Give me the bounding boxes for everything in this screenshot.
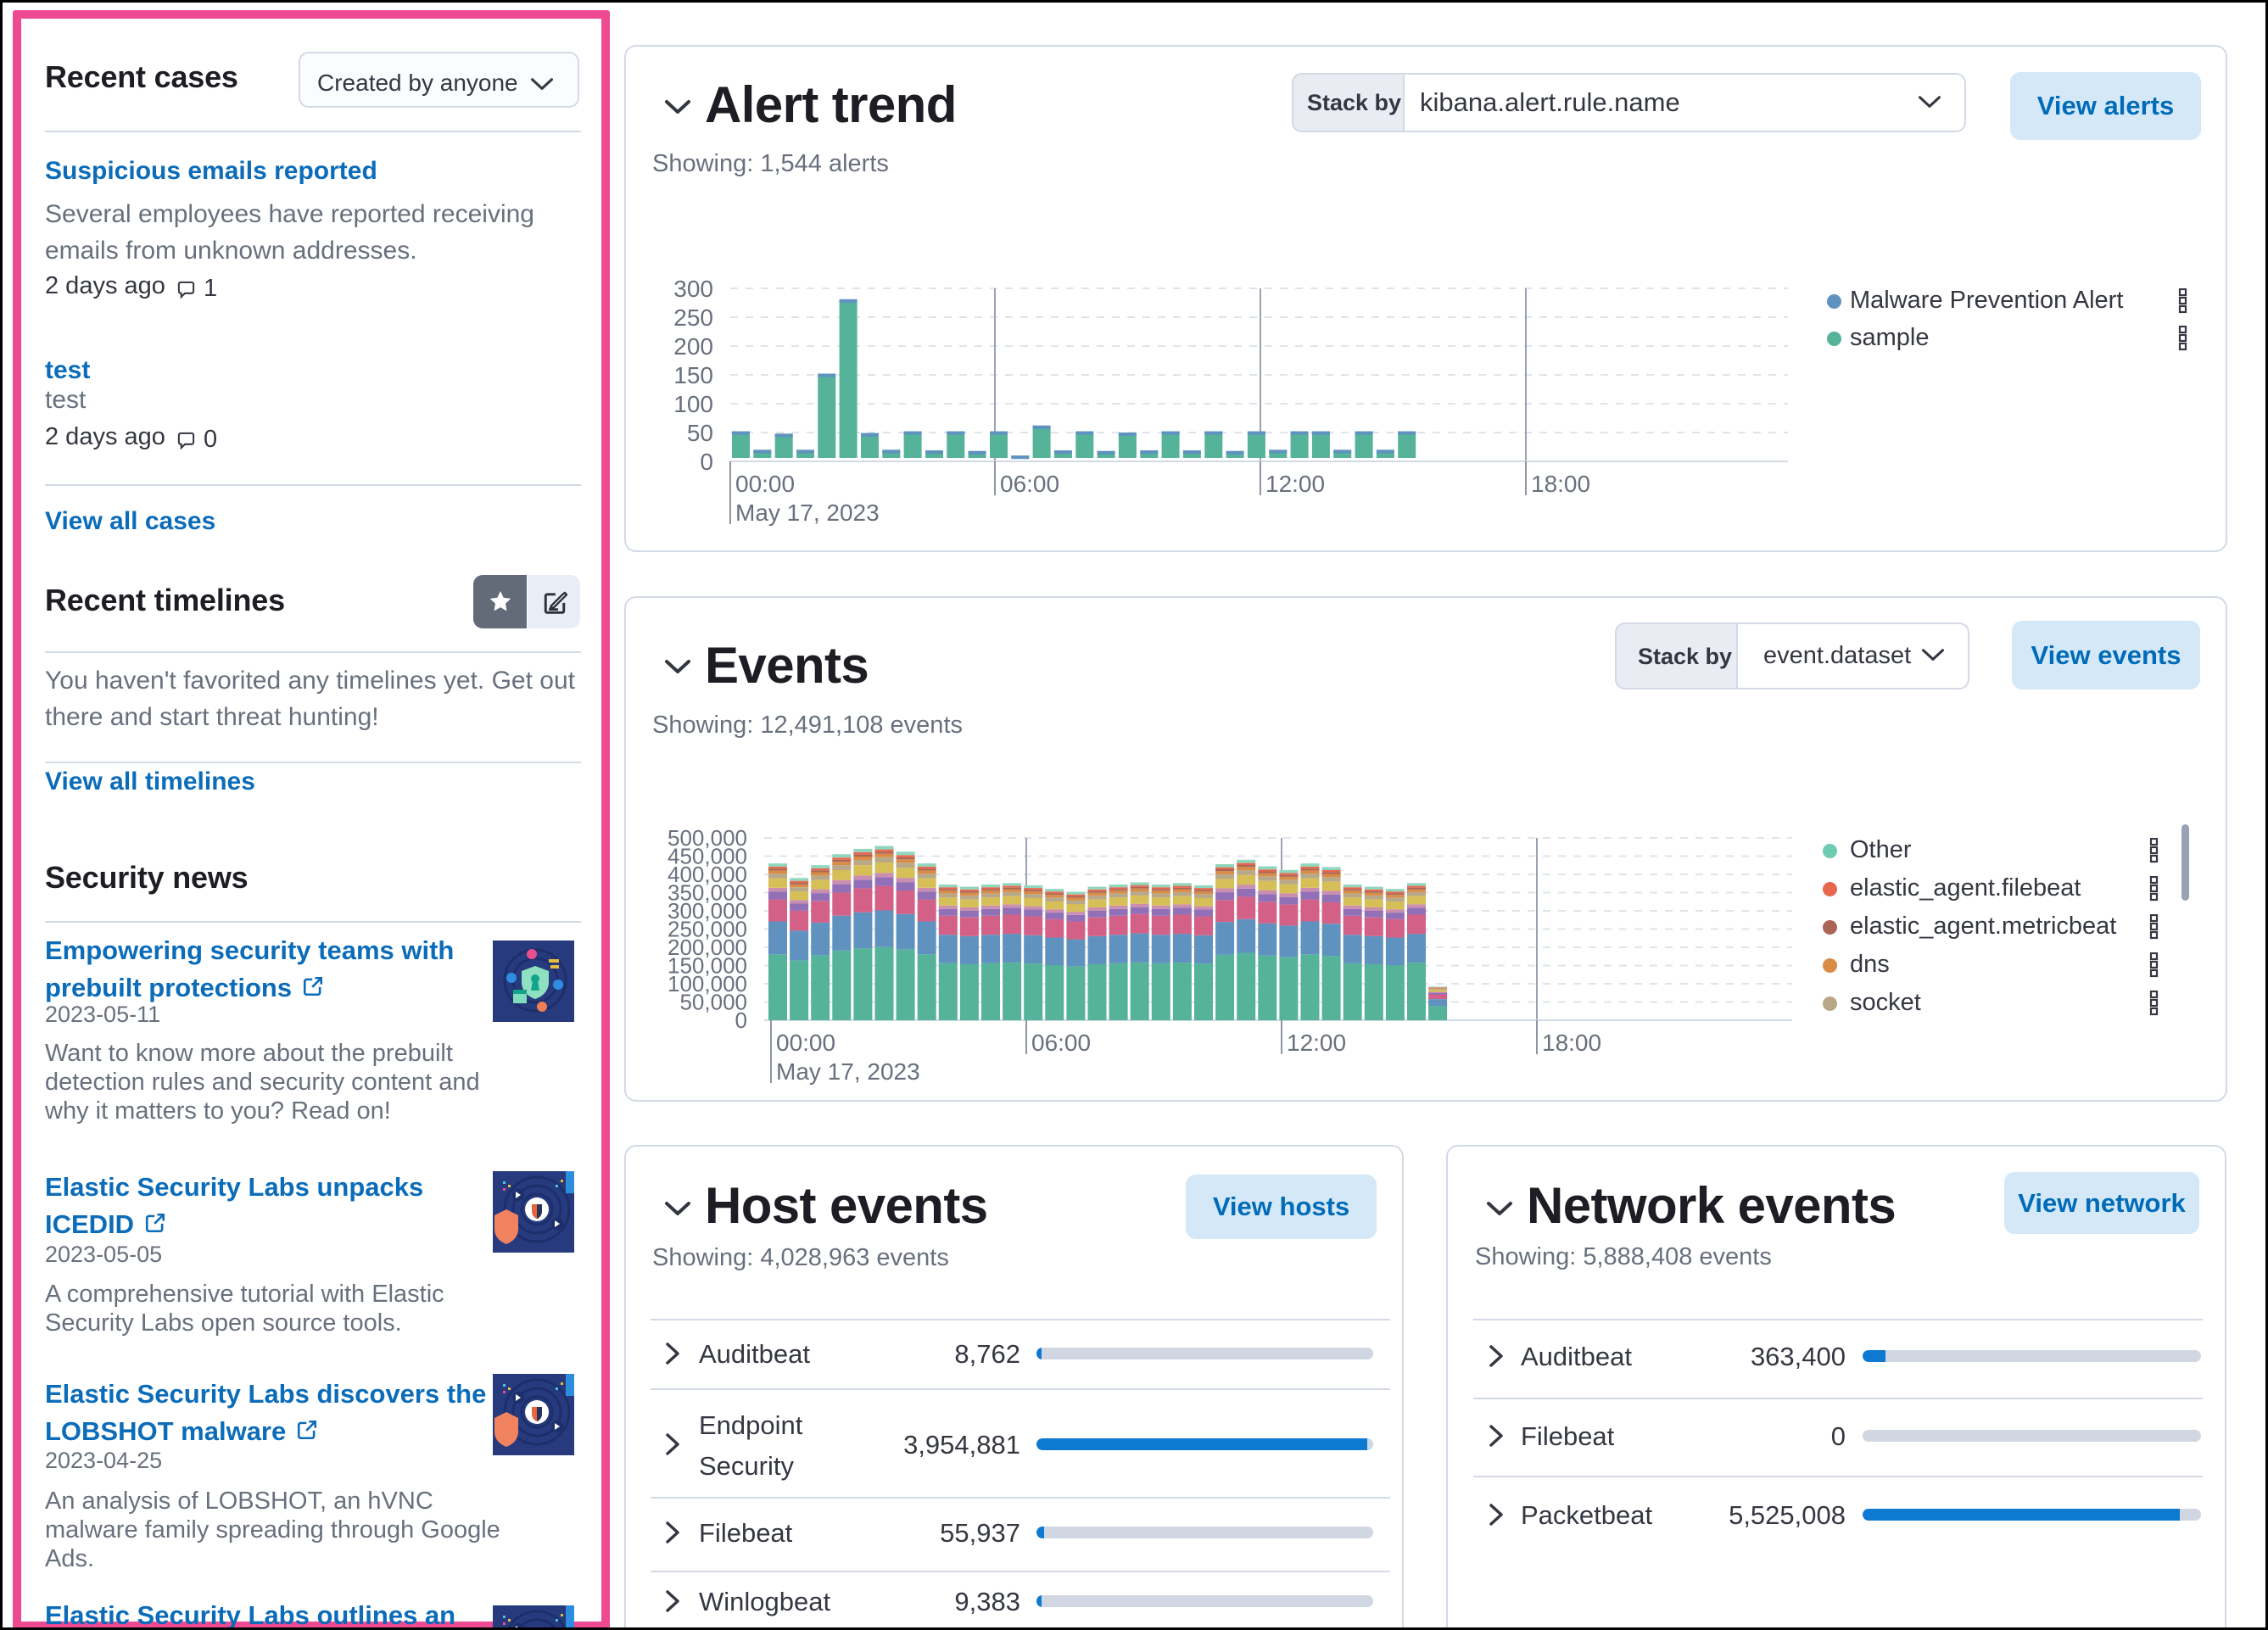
svg-text:350,000: 350,000 xyxy=(668,880,747,906)
svg-text:06:00: 06:00 xyxy=(1031,1030,1091,1056)
svg-text:0: 0 xyxy=(735,1008,747,1033)
svg-text:200: 200 xyxy=(673,333,713,360)
svg-text:100: 100 xyxy=(673,391,713,417)
svg-text:150: 150 xyxy=(673,362,713,388)
svg-text:18:00: 18:00 xyxy=(1542,1030,1601,1056)
svg-text:300: 300 xyxy=(673,276,713,302)
svg-text:12:00: 12:00 xyxy=(1287,1030,1346,1056)
svg-text:50,000: 50,000 xyxy=(679,990,747,1015)
svg-text:May 17, 2023: May 17, 2023 xyxy=(776,1058,920,1085)
svg-text:450,000: 450,000 xyxy=(668,844,747,869)
svg-text:200,000: 200,000 xyxy=(668,935,747,960)
svg-text:250,000: 250,000 xyxy=(668,917,747,942)
svg-text:150,000: 150,000 xyxy=(668,953,747,979)
svg-text:0: 0 xyxy=(700,449,713,475)
svg-text:400,000: 400,000 xyxy=(668,862,747,887)
svg-text:May 17, 2023: May 17, 2023 xyxy=(735,500,880,526)
svg-text:00:00: 00:00 xyxy=(735,471,795,497)
svg-text:500,000: 500,000 xyxy=(668,825,747,851)
svg-text:12:00: 12:00 xyxy=(1265,471,1325,497)
svg-text:300,000: 300,000 xyxy=(668,898,747,924)
svg-text:250: 250 xyxy=(673,304,713,331)
svg-text:18:00: 18:00 xyxy=(1531,471,1590,497)
svg-text:06:00: 06:00 xyxy=(1000,471,1059,497)
svg-text:00:00: 00:00 xyxy=(776,1030,835,1056)
svg-text:100,000: 100,000 xyxy=(668,971,747,996)
svg-text:50: 50 xyxy=(687,420,713,446)
